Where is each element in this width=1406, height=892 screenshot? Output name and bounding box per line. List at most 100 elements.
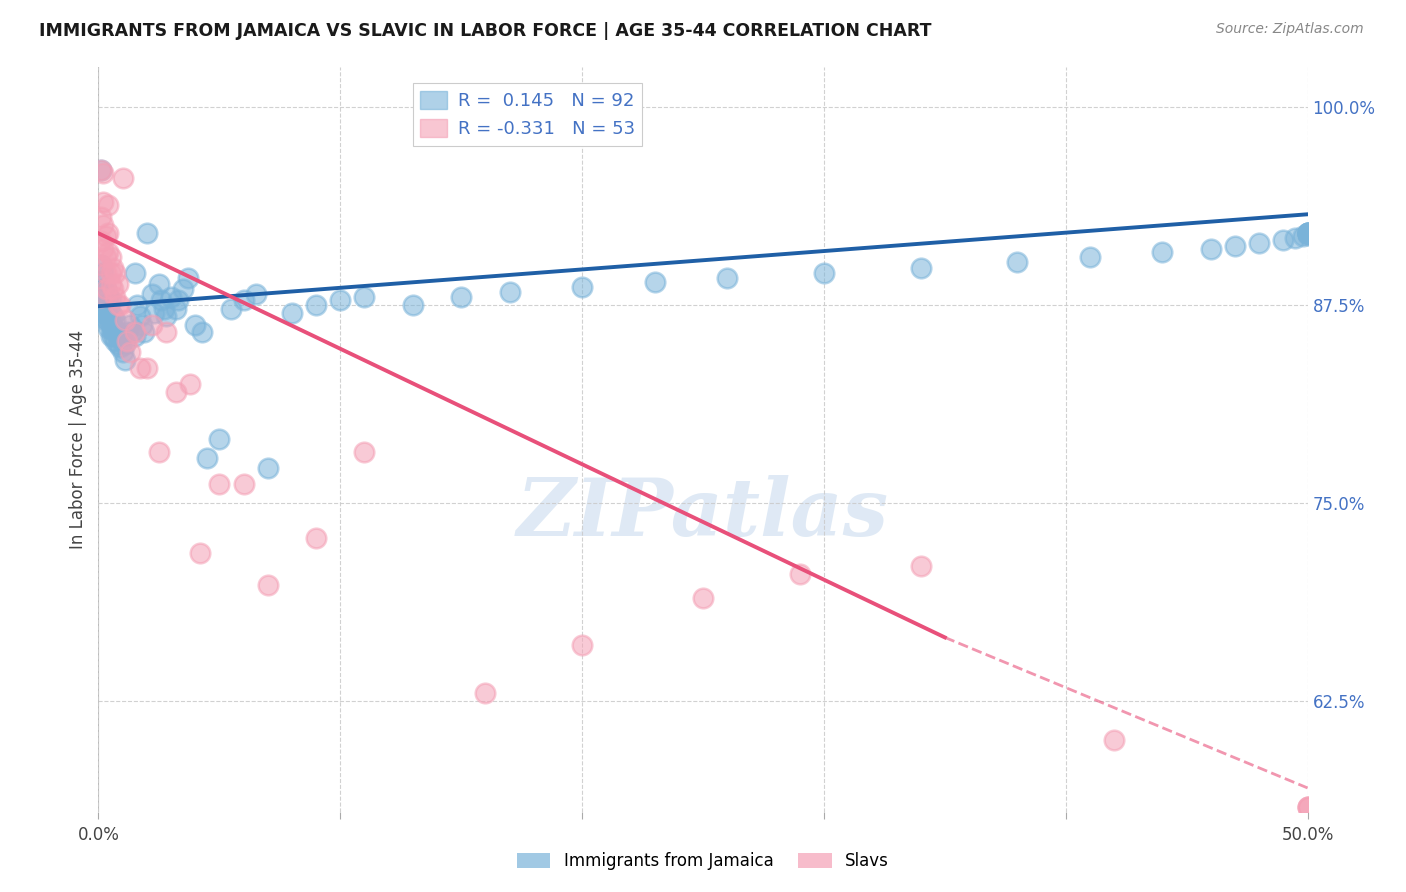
Point: [90, 258, 112, 272]
Point: [90, 234, 112, 248]
Point: [135, 361, 157, 376]
Point: [131, 318, 153, 333]
Point: [90, 297, 112, 311]
Point: [167, 293, 190, 307]
Y-axis label: In Labor Force | Age 35-44: In Labor Force | Age 35-44: [69, 330, 87, 549]
Point: [1296, 227, 1319, 241]
Point: [114, 313, 136, 327]
Point: [813, 266, 835, 280]
Point: [148, 445, 170, 459]
Point: [1007, 255, 1029, 269]
Point: [1152, 245, 1174, 260]
Point: [184, 318, 207, 333]
Point: [94, 313, 117, 327]
Point: [108, 329, 131, 343]
Point: [91, 194, 114, 209]
Point: [134, 325, 156, 339]
Point: [91, 166, 114, 180]
Point: [127, 297, 149, 311]
Point: [155, 309, 177, 323]
Point: [160, 290, 183, 304]
Point: [1272, 233, 1295, 247]
Point: [90, 290, 112, 304]
Point: [100, 313, 122, 327]
Point: [179, 376, 201, 391]
Legend: R =  0.145   N = 92, R = -0.331   N = 53: R = 0.145 N = 92, R = -0.331 N = 53: [413, 83, 643, 145]
Point: [91, 274, 114, 288]
Point: [571, 638, 593, 652]
Point: [450, 290, 472, 304]
Point: [104, 325, 127, 339]
Point: [353, 290, 375, 304]
Point: [644, 276, 666, 290]
Point: [143, 305, 166, 319]
Point: [165, 302, 187, 317]
Point: [91, 282, 114, 296]
Point: [94, 266, 117, 280]
Point: [100, 305, 122, 319]
Point: [97, 313, 120, 327]
Point: [114, 337, 136, 351]
Point: [191, 325, 214, 339]
Point: [104, 313, 127, 327]
Point: [692, 591, 714, 605]
Point: [107, 297, 129, 311]
Point: [402, 297, 425, 311]
Point: [177, 270, 200, 285]
Point: [94, 282, 117, 296]
Point: [114, 353, 136, 368]
Point: [152, 302, 174, 317]
Point: [256, 460, 278, 475]
Point: [910, 559, 932, 574]
Point: [107, 277, 129, 291]
Point: [94, 305, 117, 319]
Point: [100, 277, 122, 291]
Point: [117, 325, 139, 339]
Point: [1284, 231, 1306, 245]
Point: [124, 325, 146, 339]
Text: Source: ZipAtlas.com: Source: ZipAtlas.com: [1216, 22, 1364, 37]
Point: [111, 329, 134, 343]
Point: [329, 293, 352, 307]
Point: [498, 285, 520, 299]
Point: [128, 361, 150, 376]
Text: IMMIGRANTS FROM JAMAICA VS SLAVIC IN LABOR FORCE | AGE 35-44 CORRELATION CHART: IMMIGRANTS FROM JAMAICA VS SLAVIC IN LAB…: [39, 22, 932, 40]
Point: [94, 282, 117, 296]
Point: [256, 578, 278, 592]
Point: [1223, 239, 1246, 253]
Point: [150, 293, 173, 307]
Point: [281, 305, 304, 319]
Point: [1296, 227, 1319, 242]
Point: [148, 277, 170, 291]
Point: [1296, 800, 1319, 814]
Point: [232, 476, 254, 491]
Point: [305, 531, 328, 545]
Point: [124, 329, 146, 343]
Point: [107, 337, 129, 351]
Point: [188, 546, 211, 560]
Point: [353, 445, 375, 459]
Point: [90, 211, 112, 225]
Point: [1078, 250, 1101, 264]
Point: [101, 282, 124, 296]
Point: [107, 325, 129, 339]
Point: [221, 302, 243, 317]
Point: [571, 280, 593, 294]
Point: [90, 162, 112, 177]
Point: [1292, 229, 1315, 244]
Point: [91, 219, 114, 233]
Point: [208, 432, 231, 446]
Point: [165, 384, 187, 399]
Point: [117, 334, 139, 348]
Point: [208, 476, 231, 491]
Point: [121, 325, 143, 339]
Point: [97, 290, 120, 304]
Point: [101, 261, 124, 276]
Point: [118, 345, 141, 359]
Point: [135, 227, 157, 241]
Point: [97, 245, 120, 260]
Point: [97, 305, 120, 319]
Point: [111, 345, 134, 359]
Point: [305, 297, 328, 311]
Point: [90, 162, 112, 177]
